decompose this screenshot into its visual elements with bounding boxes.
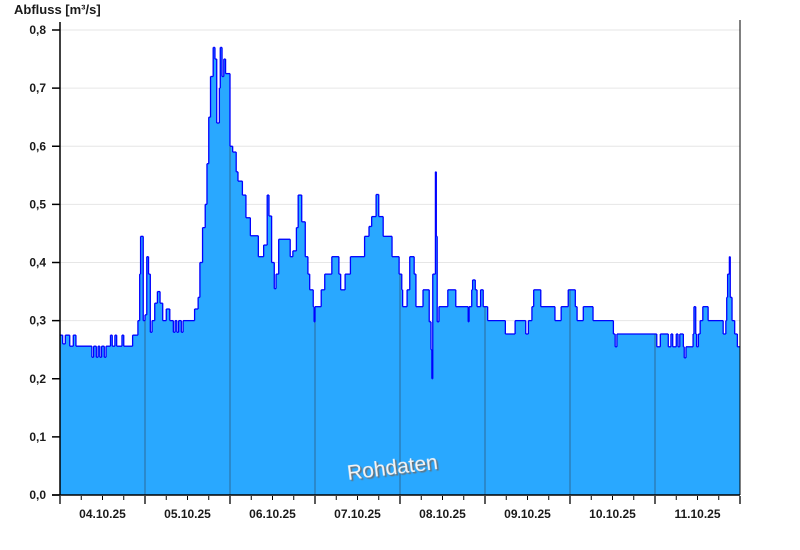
x-tick-label: 04.10.25 [79,507,126,521]
x-tick-label: 09.10.25 [504,507,551,521]
y-tick-label: 0,0 [29,488,46,502]
y-tick-label: 0,4 [29,256,46,270]
x-tick-label: 05.10.25 [164,507,211,521]
y-tick-label: 0,8 [29,23,46,37]
y-tick-label: 0,2 [29,372,46,386]
axes: 0,0 0,1 0,2 0,3 0,4 0,5 0,6 0,7 0,8 04.10.25 05.10… [29,20,741,521]
y-tick-label: 0,6 [29,139,46,153]
x-tick-label: 07.10.25 [334,507,381,521]
y-tick-label: 0,3 [29,314,46,328]
x-tick-label: 06.10.25 [249,507,296,521]
y-tick-label: 0,7 [29,81,46,95]
discharge-line [60,46,740,380]
x-tick-label: 08.10.25 [419,507,466,521]
y-axis-title: Abfluss [m³/s] [14,2,101,17]
y-tick-label: 0,1 [29,430,46,444]
x-tick-label: 11.10.25 [674,507,720,521]
x-tick-label: 10.10.25 [589,507,636,521]
y-tick-label: 0,5 [29,197,46,211]
